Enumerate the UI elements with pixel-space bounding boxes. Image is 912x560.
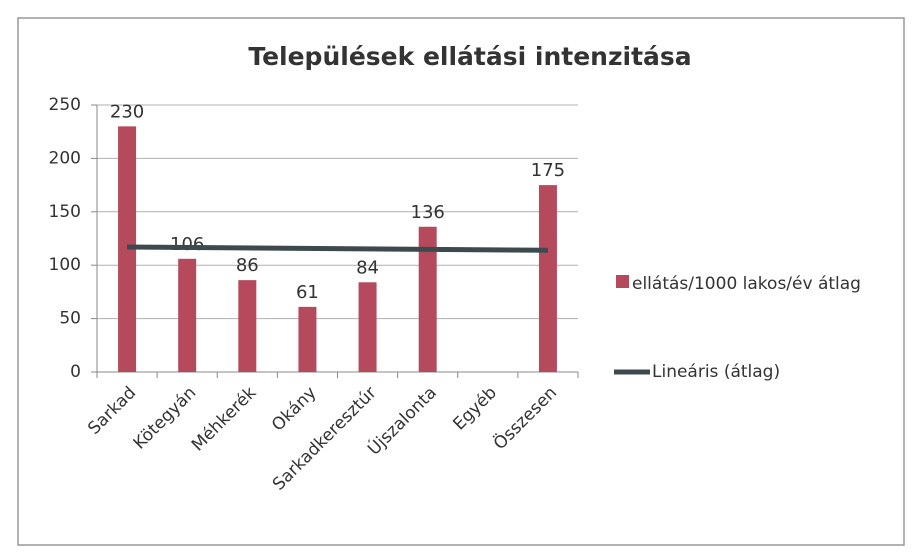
value-label: 86 [236, 255, 259, 276]
y-tick-label: 200 [49, 148, 81, 168]
value-label: 175 [531, 160, 565, 181]
legend-label: Lineáris (átlag) [652, 362, 780, 382]
chart-title: Települések ellátási intenzitása [248, 42, 691, 71]
bar [298, 306, 317, 372]
y-tick-label: 250 [49, 95, 81, 115]
bar [178, 258, 197, 372]
y-tick-label: 150 [49, 202, 81, 222]
y-tick-label: 50 [59, 309, 81, 329]
y-tick-label: 0 [70, 362, 81, 382]
bar [538, 185, 557, 372]
value-label: 61 [296, 282, 319, 303]
value-label: 136 [411, 202, 445, 223]
value-label: 84 [356, 257, 379, 278]
bar [238, 280, 257, 372]
bar [418, 226, 437, 372]
legend-swatch [616, 275, 629, 288]
value-label: 230 [110, 101, 144, 122]
bar [358, 282, 377, 372]
trendline [127, 244, 548, 253]
y-tick-label: 100 [49, 255, 81, 275]
legend-entry: ellátás/1000 lakos/év átlag [632, 274, 861, 294]
chart-border [17, 17, 905, 546]
legend-label: ellátás/1000 lakos/év átlag [632, 274, 861, 294]
value-label: 106 [170, 234, 204, 255]
